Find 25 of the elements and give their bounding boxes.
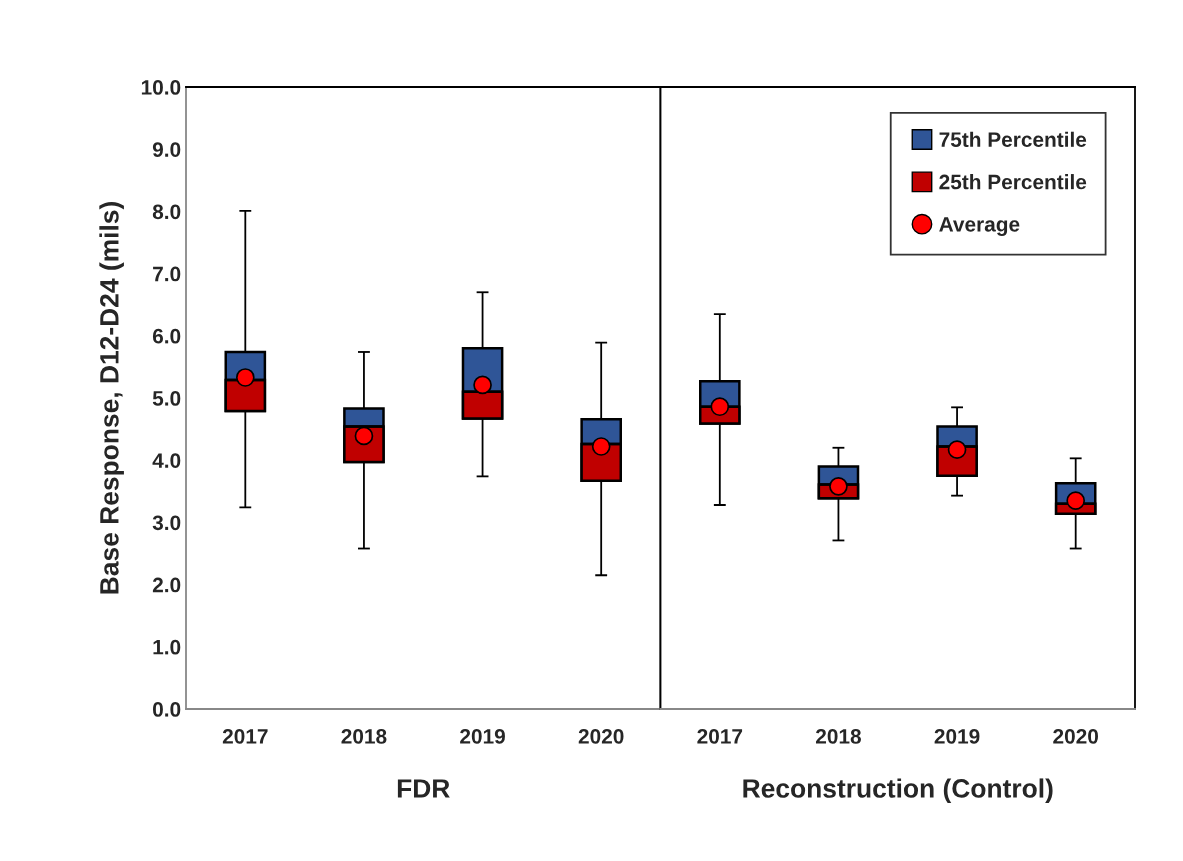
y-tick-label: 9.0	[152, 142, 181, 157]
y-axis-title: Base Response, D12-D24 (mils)	[99, 202, 124, 594]
y-tick-label: 5.0	[152, 391, 181, 406]
x-axis-title: FDR	[397, 779, 450, 798]
x-tick-label: 2020	[578, 728, 624, 744]
x-tick-label: 2018	[815, 728, 861, 744]
y-tick-label: 7.0	[153, 266, 181, 282]
y-tick-label: 3.0	[152, 515, 181, 531]
x-axis-title: Reconstruction (Control)	[743, 778, 1053, 804]
x-tick-label: 2017	[697, 728, 743, 744]
legend-label: 75th Percentile	[939, 131, 1087, 148]
y-tick-label: 6.0	[152, 328, 181, 344]
y-tick-label: 4.0	[152, 453, 181, 468]
y-tick-label: 8.0	[152, 204, 181, 220]
y-tick-label: 10.0	[141, 80, 181, 95]
legend-label: 25th Percentile	[939, 174, 1087, 190]
legend-label: Average	[939, 217, 1020, 236]
x-tick-label: 2018	[341, 728, 387, 744]
x-tick-label: 2020	[1053, 728, 1099, 744]
y-tick-label: 2.0	[152, 577, 181, 593]
y-tick-label: 1.0	[153, 639, 181, 655]
x-tick-label: 2017	[222, 728, 268, 744]
x-tick-label: 2019	[460, 728, 505, 744]
x-tick-label: 2019	[934, 728, 980, 744]
y-tick-label: 0.0	[153, 702, 181, 717]
